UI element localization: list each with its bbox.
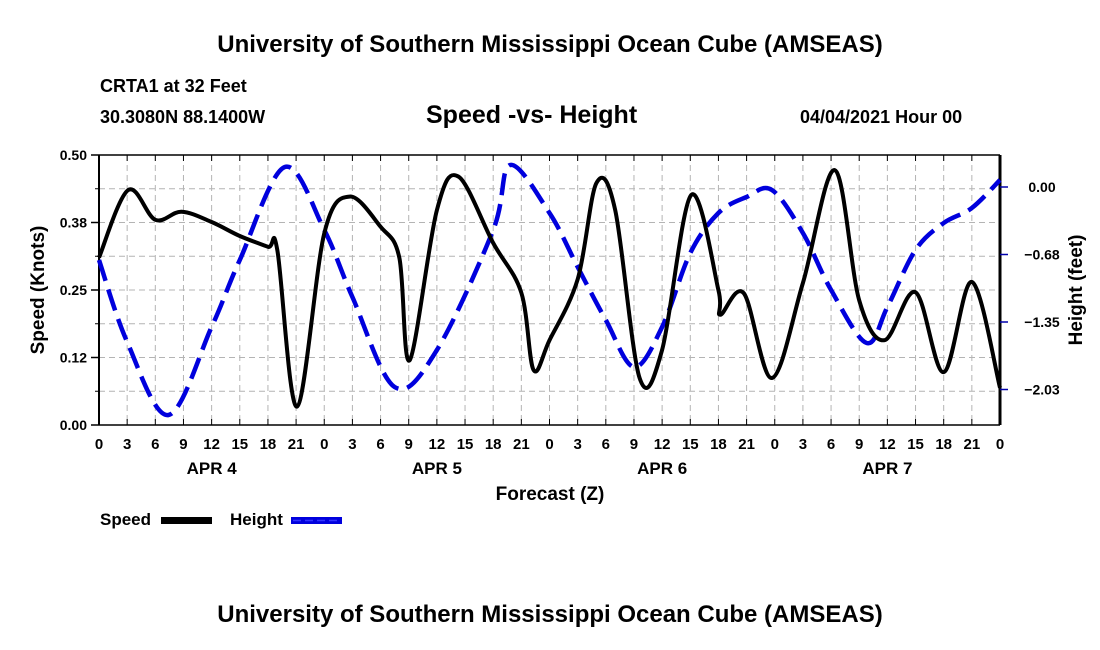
x-tick-label: 15 — [907, 436, 924, 453]
x-tick-label: 12 — [654, 436, 671, 453]
station-label: CRTA1 at 32 Feet — [100, 76, 247, 96]
y-tick-label: 0.25 — [60, 282, 87, 298]
legend-speed-swatch — [161, 517, 212, 524]
x-tick-label: 9 — [855, 436, 863, 453]
ticks: 0 3 6 9 12 15 18 21 0 3 6 9 12 15 18 21 0 3 6 9 12 15 18 21 0 3 6 9… — [60, 147, 1060, 478]
top-title: University of Southern Mississippi Ocean… — [217, 31, 883, 58]
y2-tick-label: 0.00 — [1028, 179, 1055, 195]
x-tick-label: 21 — [513, 436, 530, 453]
chart-title: Speed -vs- Height — [426, 101, 638, 129]
x-tick-label: 18 — [935, 436, 952, 453]
x-tick-label: 12 — [203, 436, 220, 453]
x-tick-label: 0 — [545, 436, 553, 453]
x-tick-label: 9 — [405, 436, 413, 453]
x-tick-label: 21 — [288, 436, 305, 453]
x-tick-label: 0 — [771, 436, 779, 453]
x-tick-label: 21 — [964, 436, 981, 453]
coordinates-label: 30.3080N 88.1400W — [100, 107, 266, 127]
x-tick-label: 6 — [827, 436, 835, 453]
x-tick-label: 0 — [996, 436, 1004, 453]
y-tick-label: 0.00 — [60, 417, 87, 433]
y2-tick-label: −2.03 — [1024, 382, 1060, 398]
x-tick-label: 15 — [231, 436, 248, 453]
y2-axis-label: Height (feet) — [1066, 235, 1087, 346]
x-tick-label: 6 — [602, 436, 610, 453]
x-tick-label: 21 — [738, 436, 755, 453]
datetime-label: 04/04/2021 Hour 00 — [800, 107, 963, 127]
x-tick-label: 3 — [348, 436, 356, 453]
y-axis-label: Speed (Knots) — [28, 226, 49, 355]
y-tick-label: 0.38 — [60, 215, 87, 231]
x-tick-label: 9 — [179, 436, 187, 453]
x-tick-label: 15 — [457, 436, 474, 453]
x-tick-label: 3 — [123, 436, 131, 453]
day-label: APR 5 — [412, 459, 462, 478]
x-tick-label: 9 — [630, 436, 638, 453]
legend-height-swatch — [291, 517, 342, 524]
x-tick-label: 18 — [485, 436, 502, 453]
x-tick-label: 12 — [429, 436, 446, 453]
x-tick-label: 6 — [151, 436, 159, 453]
day-label: APR 4 — [187, 459, 238, 478]
bottom-title: University of Southern Mississippi Ocean… — [217, 601, 883, 628]
legend-speed-label: Speed — [100, 510, 151, 529]
x-tick-label: 3 — [573, 436, 581, 453]
y2-tick-label: −1.35 — [1024, 314, 1060, 330]
grid — [99, 155, 1000, 425]
x-axis-label: Forecast (Z) — [496, 484, 605, 505]
y-tick-label: 0.50 — [60, 147, 87, 163]
y-tick-label: 0.12 — [60, 350, 87, 366]
day-label: APR 7 — [862, 459, 912, 478]
x-tick-label: 0 — [320, 436, 328, 453]
x-tick-label: 3 — [799, 436, 807, 453]
series-lines — [96, 162, 1002, 418]
legend: Speed Height — [100, 510, 342, 529]
x-tick-label: 18 — [260, 436, 277, 453]
x-tick-label: 12 — [879, 436, 896, 453]
x-tick-label: 15 — [682, 436, 699, 453]
x-tick-label: 0 — [95, 436, 103, 453]
legend-height-label: Height — [230, 510, 283, 529]
y2-tick-label: −0.68 — [1024, 247, 1060, 263]
x-tick-label: 18 — [710, 436, 727, 453]
x-tick-label: 6 — [376, 436, 384, 453]
day-label: APR 6 — [637, 459, 687, 478]
